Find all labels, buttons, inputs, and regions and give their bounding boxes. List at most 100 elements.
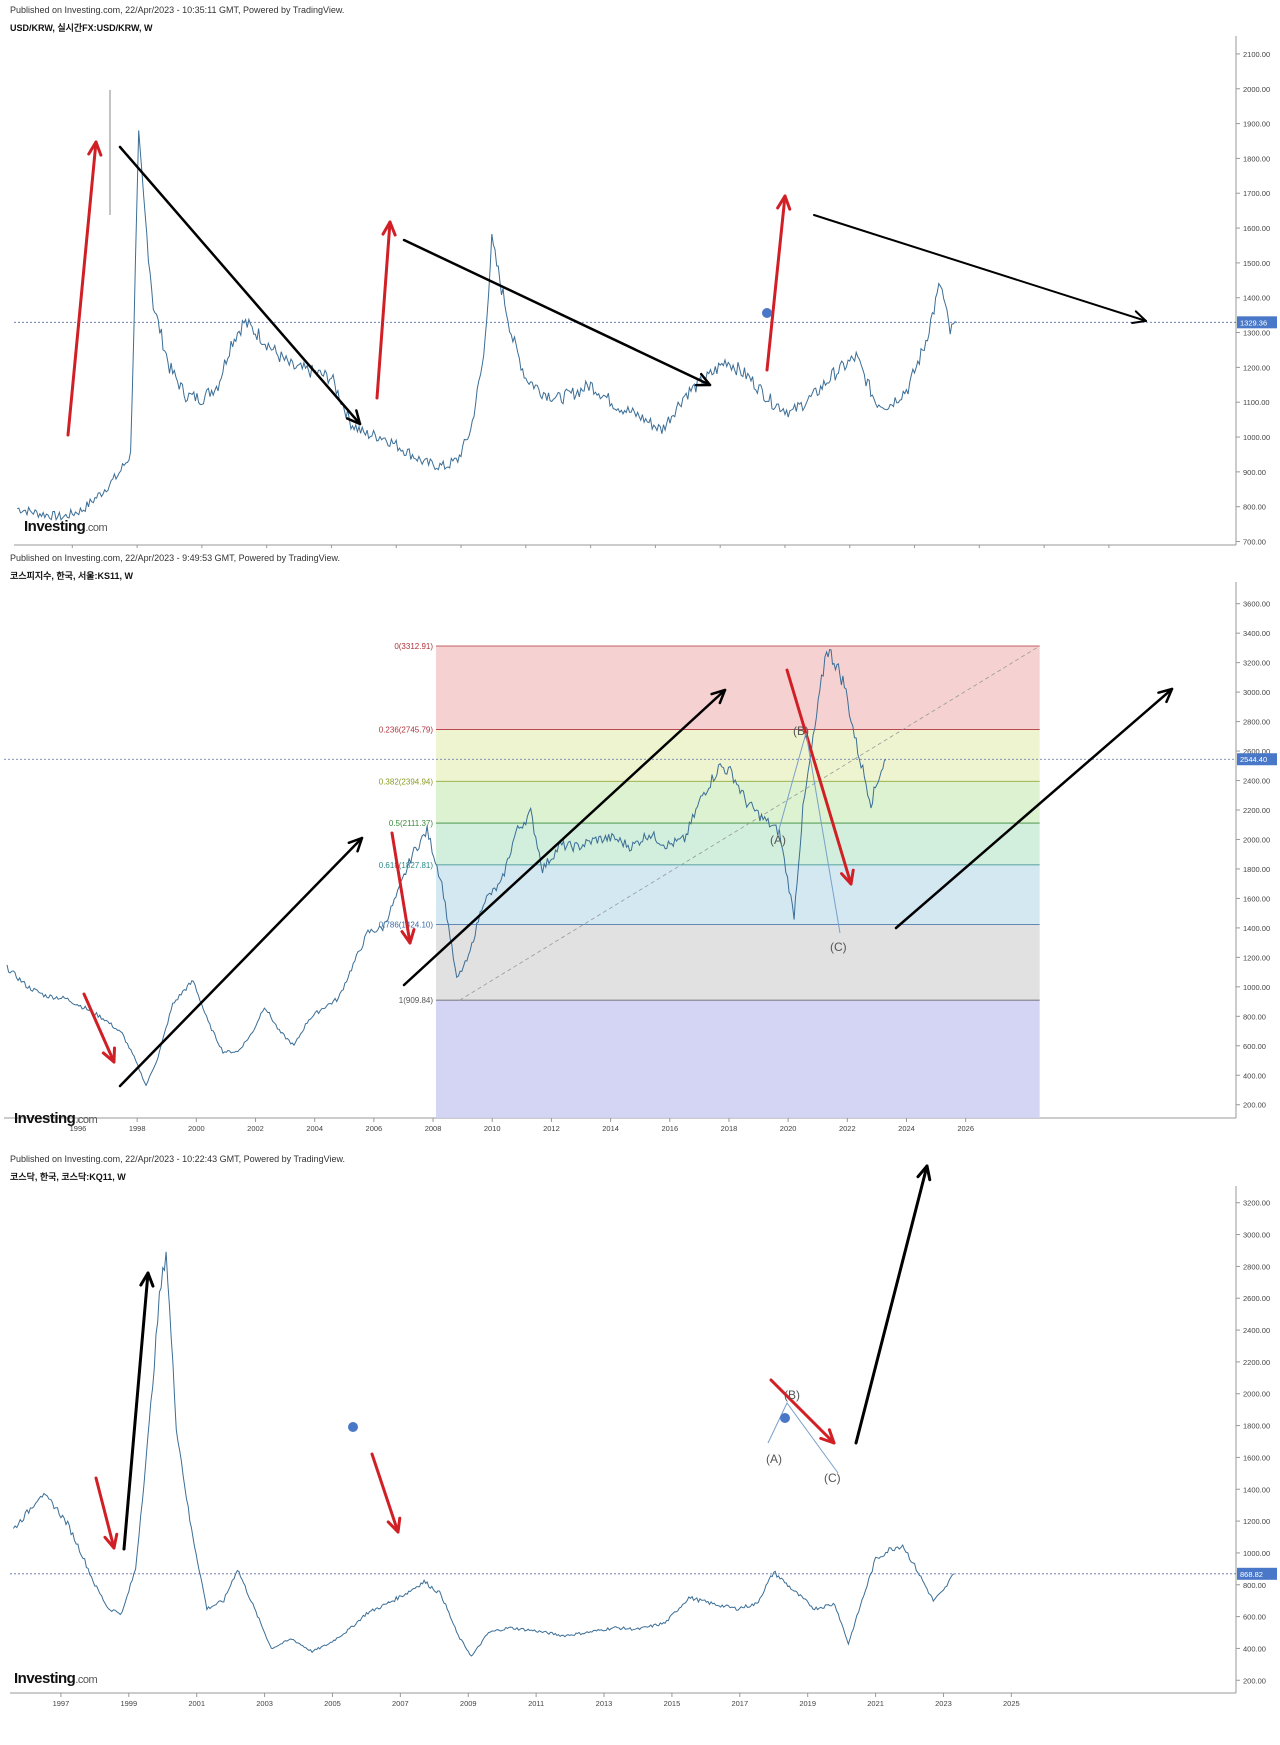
y-tick-label: 600.00 [1243, 1613, 1266, 1622]
up-arrow-head [776, 194, 792, 211]
fib-level-label: 0.236(2745.79) [379, 726, 434, 735]
y-tick-label: 1000.00 [1243, 983, 1270, 992]
y-tick-label: 2000.00 [1243, 1390, 1270, 1399]
usdkrw-chart[interactable]: 700.00 800.00 900.00 1000.00 1100.00 1200.00 1… [0, 0, 1280, 548]
price-series [17, 130, 957, 522]
up-trend-arrow-head [710, 688, 727, 705]
chart-panel-kosdaq: Published on Investing.com, 22/Apr/2023 … [0, 1148, 1280, 1745]
y-tick-label: 1100.00 [1243, 398, 1270, 407]
fib-level-label: 0.382(2394.94) [379, 777, 434, 786]
down-arrow [785, 668, 853, 886]
down-arrow [82, 992, 116, 1064]
y-tick-label: 2100.00 [1243, 50, 1270, 59]
x-tick-label: 2019 [799, 1699, 816, 1708]
x-tick-label: 2022 [839, 1124, 856, 1133]
wave-label-a: (A) [766, 1452, 782, 1466]
y-tick-label: 1700.00 [1243, 189, 1270, 198]
x-tick-label: 2003 [256, 1699, 273, 1708]
y-tick-label: 1200.00 [1243, 1517, 1270, 1526]
x-tick-label: 2021 [867, 1699, 884, 1708]
x-tick-label: 2015 [664, 1699, 681, 1708]
up-arrow [66, 140, 98, 437]
x-tick-label: 2009 [460, 1699, 477, 1708]
last-price-label: 2544.40 [1240, 755, 1267, 764]
kosdaq-chart[interactable]: 200.00 400.00 600.00 800.00 1000.00 1200.00 14… [0, 1148, 1280, 1745]
up-arrow-head [381, 220, 397, 237]
y-tick-label: 800.00 [1243, 503, 1266, 512]
down-arrow-head [386, 1516, 402, 1534]
x-tick-label: 2018 [721, 1124, 738, 1133]
up-trend-arrow-head [1157, 687, 1174, 704]
x-tick-label: 2020 [780, 1124, 797, 1133]
fib-level-label: 0.5(2111.37) [389, 819, 434, 828]
kospi-chart[interactable]: 0(3312.91) 0.236(2745.79) 0.382(2394.94) 0.… [0, 548, 1280, 1148]
y-tick-label: 2200.00 [1243, 1358, 1270, 1367]
down-arrow-head [103, 1532, 119, 1550]
fib-zone [436, 729, 1040, 782]
event-marker-icon [780, 1413, 790, 1423]
dashed-trendline [459, 645, 1040, 1001]
x-tick-label: 2001 [188, 1699, 205, 1708]
fib-zone [436, 645, 1040, 730]
y-tick-label: 3400.00 [1243, 629, 1270, 638]
up-trend-arrow [118, 836, 364, 1088]
y-tick-label: 200.00 [1243, 1676, 1266, 1685]
x-tick-label: 2007 [392, 1699, 409, 1708]
x-tick-label: 1999 [120, 1699, 137, 1708]
y-tick-label: 2000.00 [1243, 85, 1270, 94]
x-tick-label: 2010 [484, 1124, 501, 1133]
down-arrow [94, 1476, 116, 1550]
y-tick-label: 1300.00 [1243, 329, 1270, 338]
x-tick-label: 2004 [306, 1124, 323, 1133]
up-trend-arrow [402, 688, 727, 987]
y-tick-label: 1400.00 [1243, 1485, 1270, 1494]
up-trend-arrow-head [347, 836, 364, 853]
y-tick-label: 2600.00 [1243, 1294, 1270, 1303]
y-tick-label: 1600.00 [1243, 894, 1270, 903]
event-marker-icon [762, 308, 772, 318]
y-tick-label: 800.00 [1243, 1012, 1266, 1021]
up-arrow-head [87, 140, 103, 157]
y-tick-label: 2400.00 [1243, 777, 1270, 786]
publish-note: Published on Investing.com, 22/Apr/2023 … [10, 1154, 346, 1164]
y-tick-label: 2800.00 [1243, 1262, 1270, 1271]
y-tick-label: 700.00 [1243, 538, 1266, 547]
x-tick-label: 2000 [188, 1124, 205, 1133]
chart-panel-usdkrw: Published on Investing.com, 22/Apr/2023 … [0, 0, 1280, 548]
down-arrow [370, 1452, 400, 1534]
wave-path [767, 1402, 839, 1474]
y-tick-label: 2600.00 [1243, 747, 1270, 756]
y-tick-label: 1000.00 [1243, 1549, 1270, 1558]
publish-note: Published on Investing.com, 22/Apr/2023 … [10, 553, 341, 563]
x-tick-label: 2012 [543, 1124, 560, 1133]
y-tick-label: 3600.00 [1243, 600, 1270, 609]
y-tick-label: 200.00 [1243, 1101, 1266, 1110]
price-series [12, 1251, 955, 1657]
wave-label-b: (B) [793, 724, 809, 738]
y-tick-label: 1600.00 [1243, 1453, 1270, 1462]
down-trend-arrow [402, 238, 712, 387]
symbol-title: 코스닥, 한국, 코스닥:KQ11, W [10, 1172, 126, 1182]
symbol-title: USD/KRW, 실시간FX:USD/KRW, W [10, 23, 153, 33]
last-price-label: 1329.36 [1240, 318, 1267, 327]
y-tick-label: 1000.00 [1243, 433, 1270, 442]
investing-logo: Investing.com [14, 1670, 98, 1687]
fib-zone [436, 1000, 1040, 1118]
x-tick-label: 2013 [596, 1699, 613, 1708]
symbol-title: 코스피지수, 한국, 서울:KS11, W [10, 571, 134, 581]
fib-zone [436, 924, 1040, 1001]
chart-panel-kospi: Published on Investing.com, 22/Apr/2023 … [0, 548, 1280, 1148]
x-tick-label: 2008 [425, 1124, 442, 1133]
y-tick-label: 2800.00 [1243, 718, 1270, 727]
y-tick-label: 3000.00 [1243, 688, 1270, 697]
fib-level-label: 1(909.84) [399, 996, 434, 1005]
y-tick-label: 1600.00 [1243, 224, 1270, 233]
y-tick-label: 1400.00 [1243, 924, 1270, 933]
y-tick-label: 3000.00 [1243, 1231, 1270, 1240]
x-tick-label: 2002 [247, 1124, 264, 1133]
fib-zone [436, 781, 1040, 824]
x-tick-label: 1997 [53, 1699, 70, 1708]
event-marker-icon [348, 1422, 358, 1432]
x-tick-label: 2025 [1003, 1699, 1020, 1708]
x-tick-label: 1998 [129, 1124, 146, 1133]
